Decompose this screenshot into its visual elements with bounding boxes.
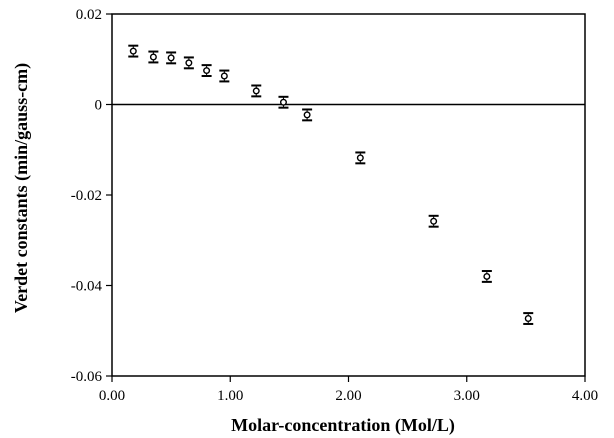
x-tick-label: 1.00 [217,388,243,404]
point-marker [524,315,532,323]
point-marker [279,98,287,106]
point-marker [203,67,211,75]
data-point [355,151,366,165]
plot-area [106,13,586,382]
point-marker [185,59,193,67]
data-point [183,56,194,70]
y-tick-label: -0.02 [71,188,102,204]
tick-labels: 0.00 1.00 2.00 3.00 4.00 0.02 0 -0.02 -0.04 -0.06 [71,7,598,404]
point-marker [129,47,137,55]
x-tick-label: 2.00 [335,388,361,404]
point-marker [430,217,438,225]
y-tick-label: 0.02 [76,7,102,23]
point-marker [167,54,175,62]
point-marker [220,72,228,80]
data-point [166,51,177,65]
data-point [148,50,159,64]
x-axis-title: Molar-concentration (Mol/L) [231,415,455,436]
point-marker [303,111,311,119]
data-point [302,108,313,122]
data-point [219,69,230,83]
data-point [128,44,139,58]
data-point [428,214,439,228]
y-axis-title: Verdet constants (min/gauss-cm) [11,63,32,313]
point-marker [356,154,364,162]
point-marker [149,53,157,61]
data-point [278,95,289,109]
y-tick-label: -0.04 [71,279,103,295]
point-marker [483,272,491,280]
y-tick-label: -0.06 [71,369,103,385]
data-points [128,44,534,325]
data-point [523,312,534,325]
data-point [201,64,212,77]
data-point [251,84,262,98]
point-marker [252,87,260,95]
data-point [481,270,492,283]
y-tick-label: 0 [95,98,103,114]
x-tick-label: 4.00 [572,388,598,404]
x-tick-label: 0.00 [99,388,125,404]
x-tick-label: 3.00 [454,388,480,404]
